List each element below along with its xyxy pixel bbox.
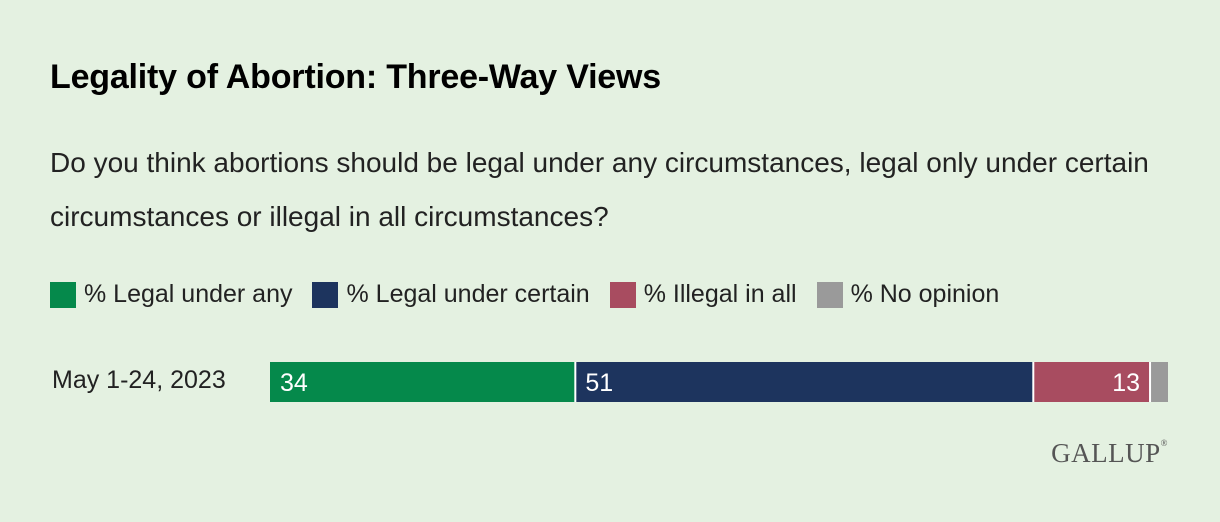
bar-segment-divider — [1032, 362, 1035, 402]
gallup-logo-text: GALLUP — [1051, 438, 1161, 468]
legend-item-illegal-all: % Illegal in all — [609, 280, 797, 309]
category-label: May 1-24, 2023 — [52, 366, 226, 394]
legend-item-no-opinion: % No opinion — [816, 280, 1000, 309]
bar-segment-illegal-all — [1033, 362, 1151, 402]
registered-mark: ® — [1160, 438, 1168, 448]
bar-value-label: 34 — [280, 369, 308, 397]
gallup-logo: GALLUP® — [1051, 438, 1168, 469]
legend-item-legal-any: % Legal under any — [50, 280, 292, 309]
legend-label-illegal-all: % Illegal in all — [643, 280, 797, 308]
legend-swatch-no-opinion — [816, 281, 843, 308]
bar-value-label: 13 — [1112, 369, 1140, 397]
bar-segment-no-opinion — [1150, 362, 1168, 402]
stacked-bar-chart: 34 51 13 — [270, 362, 1168, 402]
chart-legend: % Legal under any % Legal under certain … — [50, 280, 1019, 309]
bar-segment-divider — [1149, 362, 1152, 402]
bar-segment-legal-certain — [575, 362, 1034, 402]
legend-label-legal-any: % Legal under any — [84, 280, 293, 308]
legend-label-no-opinion: % No opinion — [850, 280, 1000, 308]
bar-segment-legal-any — [270, 362, 576, 402]
legend-swatch-legal-certain — [312, 281, 339, 308]
chart-title: Legality of Abortion: Three-Way Views — [50, 58, 661, 96]
legend-swatch-illegal-all — [609, 281, 636, 308]
legend-swatch-legal-any — [50, 281, 76, 308]
bar-segment-divider — [574, 362, 577, 402]
legend-label-legal-certain: % Legal under certain — [346, 280, 590, 308]
legend-item-legal-certain: % Legal under certain — [312, 280, 590, 309]
bar-value-label: 51 — [585, 369, 613, 397]
chart-subtitle: Do you think abortions should be legal u… — [50, 147, 1149, 232]
